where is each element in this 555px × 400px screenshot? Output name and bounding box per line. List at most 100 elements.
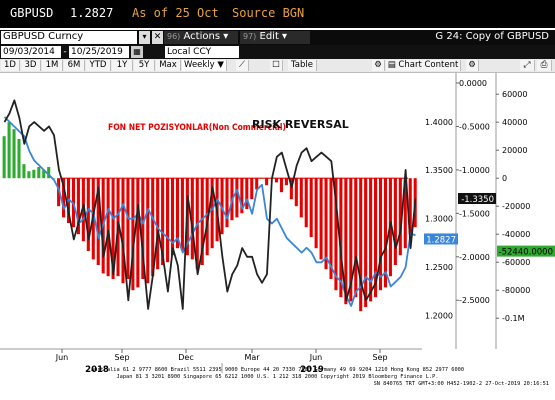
footer-session-line: SN 840765 TRT GMT+3:00 H452-1902-2 27-Oc…: [373, 381, 549, 387]
positioning-bar: [166, 178, 170, 263]
positioning-bar: [274, 178, 279, 183]
positioning-bar: [146, 178, 150, 284]
positioning-bar: [279, 178, 283, 193]
end-date-input[interactable]: 10/25/2019: [69, 46, 129, 58]
settings-icon[interactable]: ⚙: [466, 60, 479, 71]
footer-contacts-line2: Japan 81 3 3201 8900 Singapore 65 6212 1…: [116, 374, 439, 380]
positioning-axis-tick: -80000: [502, 286, 530, 295]
positioning-bar: [319, 178, 323, 260]
security-input[interactable]: GBPUSD Curncy: [1, 31, 137, 44]
edit-menu-number: 97): [243, 32, 257, 41]
annotation-positioning-line1: FON NET POZISYONLAR(Non Commercial): [108, 123, 286, 133]
positioning-last-value-bg: [497, 245, 555, 257]
risk-reversal-axis-tick: -2.0000: [459, 253, 490, 262]
positioning-bar: [294, 178, 298, 207]
price-last-value: 1.2827: [426, 235, 456, 245]
positioning-bar: [344, 178, 348, 305]
positioning-bar: [220, 178, 224, 235]
toolbar-row: GBPUSD Curncy ▾ ✕ 96) Actions ▾ 97) Edit…: [0, 30, 555, 45]
checkbox-icon[interactable]: ☐: [270, 60, 283, 71]
period-1y-button[interactable]: 1Y: [112, 60, 133, 71]
risk-reversal-line: [3, 99, 417, 310]
x-axis-tick: Jun: [55, 353, 69, 362]
positioning-bar: [210, 178, 214, 249]
period-ytd-button[interactable]: YTD: [86, 60, 111, 71]
positioning-bar: [76, 178, 80, 235]
close-icon[interactable]: ✕: [152, 31, 163, 44]
x-axis-year: 2019: [300, 365, 324, 375]
calendar-icon[interactable]: ▦: [131, 46, 143, 58]
price-chart[interactable]: 1.4000 1.3500 1.3000 1.2500 1.2000 0.0000 -0.5…: [0, 73, 555, 400]
period-5y-button[interactable]: 5Y: [134, 60, 155, 71]
positioning-axis-tick: 60000: [502, 90, 527, 99]
positioning-bar: [408, 178, 412, 235]
positioning-bar: [2, 136, 6, 179]
settings-gear-icon[interactable]: ⚙: [372, 60, 385, 71]
positioning-bar: [378, 178, 383, 291]
actions-menu[interactable]: 96) Actions ▾: [164, 31, 238, 44]
positioning-bar: [359, 178, 363, 312]
x-axis-tick: Sep: [372, 353, 387, 362]
positioning-bar: [12, 129, 16, 179]
positioning-bar: [47, 167, 51, 179]
table-button[interactable]: Table: [288, 60, 317, 71]
edit-menu[interactable]: 97) Edit ▾: [240, 31, 310, 44]
as-of-label: As of 25 Oct: [132, 6, 219, 20]
period-toolbar: 1D 3D 1M 6M YTD 1Y 5Y Max Weekly ▼ ⟋ ☐ T…: [0, 59, 555, 73]
positioning-bar: [398, 178, 402, 256]
period-1d-button[interactable]: 1D: [1, 60, 20, 71]
positioning-bar: [106, 178, 110, 277]
positioning-bar: [96, 178, 100, 265]
currency-select[interactable]: Local CCY: [165, 46, 239, 58]
frequency-select[interactable]: Weekly ▼: [182, 60, 227, 71]
draw-line-icon[interactable]: ⟋: [236, 60, 249, 71]
date-separator: -: [63, 47, 67, 57]
positioning-bar: [329, 178, 333, 279]
security-dropdown[interactable]: ▾: [139, 31, 150, 44]
period-max-button[interactable]: Max: [156, 60, 181, 71]
positioning-bar: [175, 178, 179, 249]
series-lines: [3, 99, 417, 310]
positioning-bar: [245, 178, 249, 209]
positioning-bar: [324, 178, 328, 270]
annotation-risk-reversal: RISK REVERSAL: [252, 118, 349, 131]
positioning-bar: [369, 178, 373, 302]
period-6m-button[interactable]: 6M: [64, 60, 85, 71]
positioning-axis-tick: 40000: [502, 118, 527, 127]
positioning-bar: [374, 178, 378, 298]
expand-icon[interactable]: ⤢: [520, 60, 535, 71]
actions-menu-number: 96): [167, 32, 181, 41]
positioning-bar: [37, 167, 41, 179]
period-1m-button[interactable]: 1M: [42, 60, 63, 71]
edit-menu-label: Edit ▾: [259, 31, 288, 42]
chart-content-icon: ▤: [387, 60, 396, 70]
positioning-bar: [27, 171, 31, 179]
positioning-bar: [156, 178, 160, 270]
positioning-bar: [200, 178, 204, 265]
positioning-bar: [250, 178, 254, 200]
positioning-bar: [22, 164, 26, 179]
date-range-row: 09/03/2014 - 10/25/2019 ▦ Local CCY: [0, 45, 555, 59]
start-date-input[interactable]: 09/03/2014: [1, 46, 61, 58]
positioning-axis-tick: -0.1M: [502, 314, 525, 323]
positioning-bar: [403, 178, 407, 249]
price-axis-tick: 1.3000: [425, 215, 453, 224]
risk-reversal-axis-tick: -0.5000: [459, 122, 490, 131]
positioning-bar: [309, 178, 313, 237]
positioning-bar: [240, 178, 244, 214]
positioning-bar: [349, 178, 353, 302]
risk-reversal-last-value: -1.3350: [461, 195, 494, 205]
chart-content-label: Chart Content: [398, 60, 459, 70]
positioning-bar: [225, 178, 229, 228]
ticker-label: GBPUSD: [10, 6, 54, 20]
price-last-value-bg: [424, 233, 458, 245]
period-3d-button[interactable]: 3D: [21, 60, 41, 71]
chart-content-button[interactable]: ▤ Chart Content: [386, 60, 461, 71]
positioning-bar: [235, 178, 239, 218]
positioning-bar: [180, 178, 184, 251]
x-axis-tick: Sep: [114, 353, 129, 362]
print-icon[interactable]: ⎙: [537, 60, 552, 71]
positioning-bar: [190, 178, 194, 260]
positioning-bar: [151, 178, 155, 277]
positioning-bar: [289, 178, 293, 200]
